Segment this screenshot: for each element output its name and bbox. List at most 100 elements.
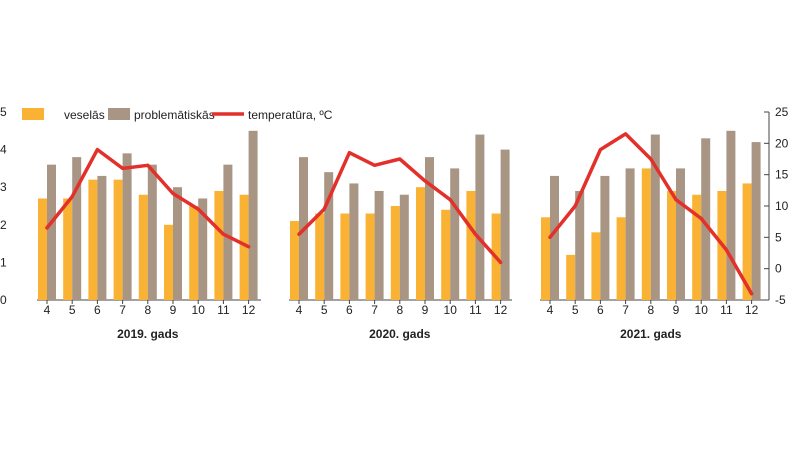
bar-veselas [641, 168, 651, 300]
temperature-point [423, 179, 427, 183]
temperature-point [121, 166, 125, 170]
temperature-lines [45, 132, 754, 296]
x-tick-label: 9 [673, 303, 680, 317]
bar-veselas [692, 194, 702, 300]
bar-veselas [315, 213, 325, 300]
legend-label-veselas: veselās [64, 108, 105, 122]
x-tick-label: 5 [69, 303, 76, 317]
bar-problematiskas [122, 153, 132, 300]
right-axis-tick: -5 [775, 293, 786, 307]
bar-veselas [239, 194, 249, 300]
left-axis-tick: 5 [0, 105, 7, 119]
x-tick-label: 4 [296, 303, 303, 317]
right-axis: -5 0 5 10 15 20 25 [764, 105, 789, 307]
right-axis-tick: 0 [775, 262, 782, 276]
bar-problematiskas [726, 130, 736, 300]
bar-problematiskas [676, 168, 685, 300]
x-tick-label: 7 [119, 303, 126, 317]
x-tick-label: 5 [572, 303, 579, 317]
group-label: 2021. gads [620, 327, 682, 341]
temperature-point [196, 207, 200, 211]
right-axis-tick: 10 [775, 199, 789, 213]
temperature-point [322, 207, 326, 211]
left-axis-tick: 0 [0, 293, 7, 307]
bar-problematiskas [625, 168, 635, 300]
x-tick-label: 7 [371, 303, 378, 317]
bar-problematiskas [248, 130, 258, 300]
legend-swatch-problematiskas [108, 108, 130, 120]
x-axis-labels: 4 5 6 7 8 9 10 11 12 2019. gads 4 5 6 7 8 9 10 11 12 2020. … [44, 300, 759, 341]
x-tick-label: 11 [720, 303, 733, 317]
legend-label-problematiskas: problemātiskās [134, 108, 215, 122]
x-tick-label: 9 [170, 303, 177, 317]
bar-veselas [88, 179, 98, 300]
temperature-point [499, 260, 503, 264]
temperature-point [598, 148, 602, 152]
bar-veselas [390, 206, 400, 300]
temperature-point [724, 248, 728, 252]
temperature-point [473, 232, 477, 236]
x-tick-label: 10 [192, 303, 206, 317]
group-label: 2020. gads [369, 327, 431, 341]
temperature-point [221, 232, 225, 236]
x-tick-label: 6 [597, 303, 604, 317]
temperature-point [750, 292, 754, 296]
group-label: 2019. gads [117, 327, 179, 341]
x-tick-label: 12 [494, 303, 508, 317]
temperature-point [95, 148, 99, 152]
bar-problematiskas [600, 175, 610, 300]
bar-problematiskas [324, 172, 334, 300]
bar-veselas [416, 187, 425, 300]
x-tick-label: 10 [444, 303, 458, 317]
bar-problematiskas [751, 142, 761, 300]
x-tick-label: 9 [422, 303, 429, 317]
bar-problematiskas [198, 198, 208, 300]
bar-problematiskas [475, 134, 485, 300]
right-axis-tick: 15 [775, 168, 789, 182]
temperature-point [649, 157, 653, 161]
temperature-point [398, 157, 402, 161]
x-tick-label: 8 [396, 303, 403, 317]
bar-problematiskas [575, 190, 585, 300]
x-tick-label: 12 [242, 303, 256, 317]
bar-veselas [113, 179, 123, 300]
bar-veselas [189, 206, 199, 300]
bar-veselas [138, 194, 148, 300]
temperature-point [624, 132, 628, 136]
temperature-point [448, 198, 452, 202]
temperature-point [548, 235, 552, 239]
left-axis-tick: 4 [0, 143, 7, 157]
right-axis-tick: 5 [775, 230, 782, 244]
temperature-point [45, 226, 49, 230]
bar-problematiskas [72, 157, 82, 300]
bar-problematiskas [399, 194, 409, 300]
x-tick-label: 6 [94, 303, 101, 317]
bar-veselas [214, 190, 224, 300]
left-axis-tick: 2 [0, 218, 7, 232]
x-tick-label: 5 [321, 303, 328, 317]
x-tick-label: 11 [469, 303, 482, 317]
right-axis-tick: 20 [775, 136, 789, 150]
x-tick-label: 4 [44, 303, 51, 317]
bar-veselas [616, 217, 626, 300]
bar-veselas [38, 198, 47, 300]
legend-label-temperature: temperatūra, ºC [248, 108, 333, 122]
bar-veselas [541, 217, 550, 300]
x-tick-label: 7 [622, 303, 629, 317]
bar-veselas [63, 198, 73, 300]
temperature-point [573, 204, 577, 208]
bar-problematiskas [550, 175, 559, 300]
bars-layer [37, 130, 764, 301]
temperature-point [347, 151, 351, 155]
bar-veselas [667, 190, 676, 300]
legend-swatch-veselas [22, 108, 44, 120]
x-tick-label: 11 [217, 303, 230, 317]
bar-veselas [466, 190, 476, 300]
temperature-point [247, 245, 251, 249]
bar-veselas [365, 213, 375, 300]
temperature-point [674, 198, 678, 202]
bar-veselas [566, 254, 576, 300]
bar-veselas [742, 183, 752, 300]
bar-problematiskas [374, 190, 384, 300]
